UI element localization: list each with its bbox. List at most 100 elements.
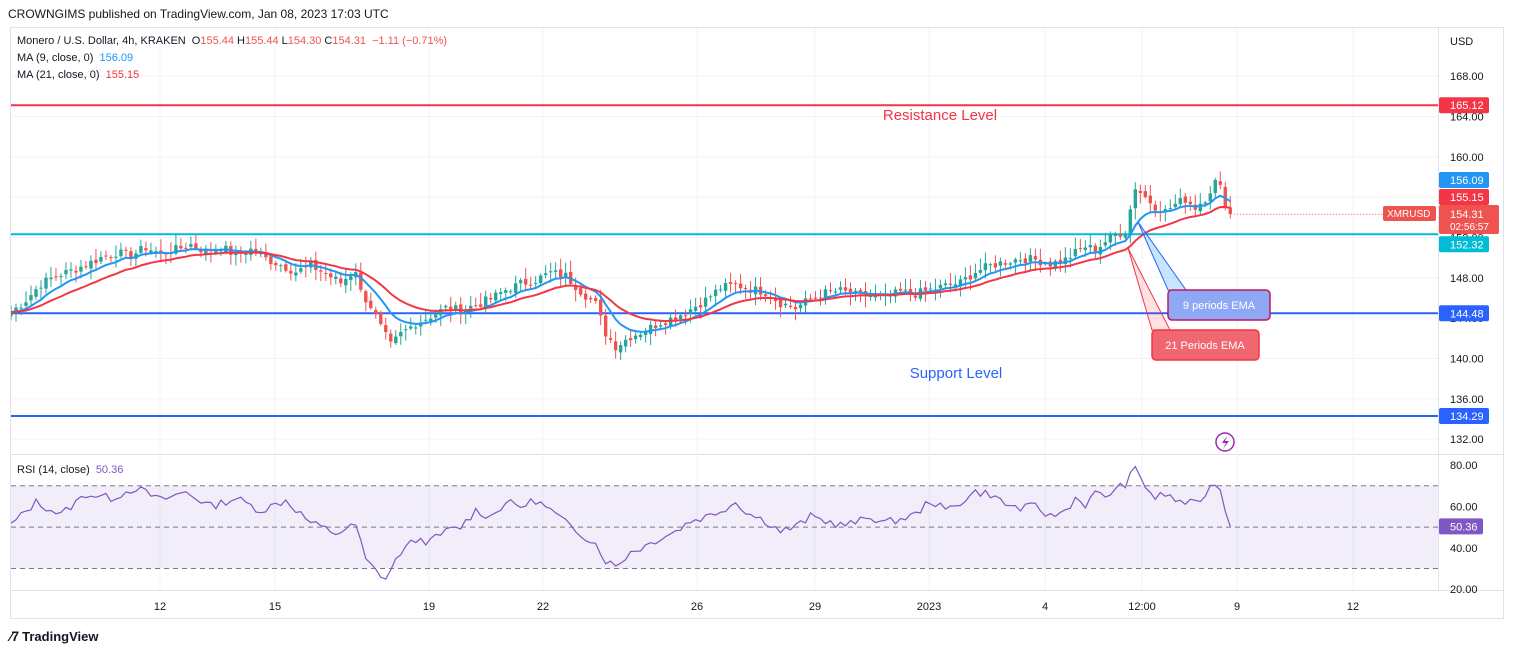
candle-body: [179, 245, 183, 249]
candle-body: [104, 255, 108, 257]
candle-body: [1058, 259, 1063, 264]
candle-body: [703, 297, 708, 307]
candle-body: [938, 284, 943, 289]
rsi-panel: [11, 465, 1438, 580]
candle-body: [184, 247, 188, 249]
support-badge-1: 144.48: [1450, 308, 1484, 320]
candle-body: [1213, 179, 1217, 194]
price-tick: 140.00: [1450, 353, 1484, 365]
brand-name: TradingView: [22, 628, 99, 644]
symbol-legend: Monero / U.S. Dollar, 4h, KRAKEN O155.44…: [17, 35, 447, 47]
candle-body: [523, 278, 528, 285]
footer-brand[interactable]: ⁄7 TradingView: [10, 628, 98, 644]
candle-body: [389, 333, 393, 342]
candle-body: [1133, 189, 1138, 209]
candle-body: [903, 289, 908, 291]
candle-body: [364, 291, 368, 303]
candle-body: [1198, 203, 1202, 212]
candle-body: [504, 290, 508, 293]
rsi-tick: 40.00: [1450, 543, 1478, 555]
candle-body: [489, 297, 493, 300]
candle-body: [808, 298, 813, 300]
time-tick: 12: [154, 601, 166, 613]
candle-body: [499, 292, 503, 294]
rsi-tick: 20.00: [1450, 584, 1478, 596]
candle-body: [399, 332, 403, 337]
candle-body: [509, 291, 513, 293]
candle-body: [244, 253, 248, 255]
candle-body: [284, 264, 288, 271]
candle-body: [648, 324, 653, 335]
candle-body: [1128, 209, 1133, 234]
candle-body: [1088, 245, 1093, 248]
candle-body: [1053, 260, 1058, 269]
candle-body: [1148, 195, 1153, 204]
candle-body: [174, 245, 178, 254]
candle-body: [843, 287, 848, 291]
candle-body: [264, 252, 268, 258]
candle-body: [663, 323, 668, 325]
candle-body: [359, 272, 363, 290]
resistance-badge-bg: [1439, 97, 1489, 114]
ohlc-l: L154.30: [281, 35, 322, 47]
candle-body: [608, 338, 613, 340]
publisher-line: CROWNGIMS published on TradingView.com, …: [8, 7, 389, 21]
candle-body: [1068, 257, 1073, 259]
candle-body: [728, 282, 733, 284]
support-badge-2-bg: [1439, 407, 1489, 424]
candle-body: [683, 315, 688, 317]
ema21-callout-text: 21 Periods EMA: [1165, 340, 1245, 352]
candle-body: [813, 297, 818, 299]
candle-body: [34, 289, 38, 297]
candle-body: [279, 265, 283, 267]
candle-body: [379, 312, 383, 324]
ma21-value: 155.15: [105, 69, 140, 81]
time-tick: 12: [1347, 601, 1359, 613]
price-tick: 164.00: [1450, 112, 1484, 124]
ma9-label: MA (9, close, 0): [17, 52, 94, 64]
ma21-label: MA (21, close, 0): [17, 69, 100, 81]
candle-body: [384, 325, 388, 333]
candle-body: [339, 278, 343, 284]
candle-body: [1123, 234, 1128, 238]
time-tick: 12:00: [1128, 601, 1156, 613]
candle-body: [613, 341, 618, 351]
candle-body: [1093, 245, 1098, 253]
ema9-callout-text: 9 periods EMA: [1183, 300, 1256, 312]
rsi-badge-bg: [1439, 518, 1483, 535]
candle-body: [114, 256, 118, 258]
candle-body: [79, 266, 83, 272]
candle-body: [349, 276, 353, 281]
candle-body: [19, 307, 23, 309]
candle-body: [928, 288, 933, 290]
candle-body: [833, 291, 838, 293]
candle-body: [1183, 196, 1187, 203]
moving-averages: [11, 194, 1438, 333]
candle-body: [1083, 247, 1088, 251]
candle-body: [713, 289, 718, 297]
candle-body: [653, 325, 658, 329]
candle-body: [538, 275, 543, 284]
candle-body: [99, 257, 103, 262]
candle-body: [1108, 234, 1113, 243]
candle-body: [1218, 181, 1222, 185]
candle-body: [1033, 256, 1038, 260]
candle-body: [638, 334, 643, 338]
candle-body: [513, 283, 518, 293]
candle-body: [269, 256, 273, 264]
time-tick: 15: [269, 601, 281, 613]
candle-body: [394, 336, 398, 344]
candle-body: [11, 312, 13, 317]
candle-body: [124, 249, 128, 251]
rsi-badge: 50.36: [1450, 521, 1478, 533]
candle-body: [528, 284, 533, 286]
candle-body: [1228, 207, 1232, 215]
candle-body: [1203, 202, 1207, 204]
candle-body: [1063, 257, 1068, 265]
candle-body: [189, 244, 193, 247]
candle-body: [214, 249, 218, 253]
candle-body: [199, 249, 203, 253]
price-axis: USD168.00164.00160.00156.00152.00148.001…: [154, 36, 1499, 613]
grid: [11, 28, 1504, 591]
